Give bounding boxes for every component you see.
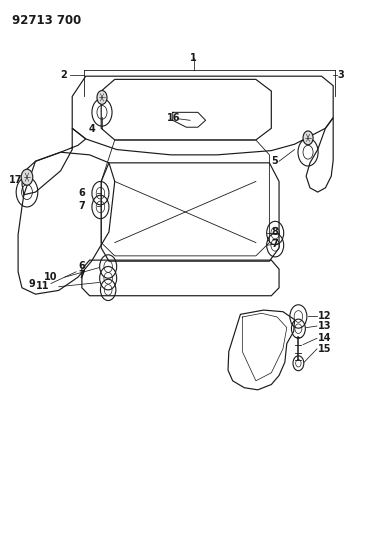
Text: 17: 17 [9,175,23,185]
Text: 6: 6 [79,261,85,271]
Text: 8: 8 [271,228,278,238]
Text: 92713 700: 92713 700 [12,14,81,27]
Text: 2: 2 [61,70,68,79]
Text: 13: 13 [318,321,331,331]
Text: 6: 6 [79,188,85,198]
Text: 12: 12 [318,311,331,321]
Text: 5: 5 [271,156,278,166]
Text: 3: 3 [338,70,345,79]
Text: 16: 16 [167,113,180,123]
Text: 10: 10 [44,272,57,281]
Text: 9: 9 [29,279,36,288]
Text: 7: 7 [271,239,278,248]
Text: 15: 15 [318,344,331,354]
Text: 7: 7 [79,270,85,280]
Circle shape [303,131,313,145]
Text: 11: 11 [36,281,50,291]
Circle shape [97,91,107,104]
Text: 4: 4 [89,124,95,134]
Text: 1: 1 [190,53,197,62]
Circle shape [21,169,33,185]
Text: 14: 14 [318,333,331,343]
Text: 7: 7 [79,201,85,211]
